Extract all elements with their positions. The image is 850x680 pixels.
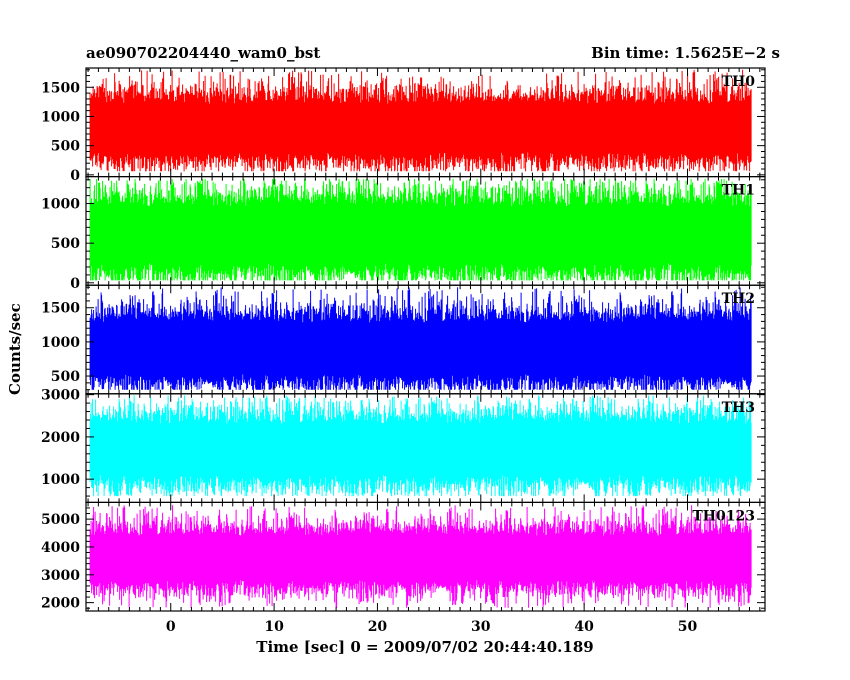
series-label-th2: TH2 [722, 291, 755, 307]
panel-th2: 500 1000 1500 TH2 [41, 284, 766, 395]
series-th0123-line [89, 505, 752, 608]
panel-th1: 0 500 1000 TH1 [41, 176, 766, 292]
y-tick-label: 500 [51, 369, 80, 385]
x-tick-label: 10 [264, 619, 284, 635]
y-tick-label: 1500 [41, 301, 80, 317]
x-tick-label: 0 [166, 619, 176, 635]
x-tick-label: 50 [678, 619, 698, 635]
y-tick-label: 1000 [41, 197, 80, 213]
x-tick-label: 20 [368, 619, 388, 635]
series-th1-line [89, 179, 752, 281]
y-tick-label: 1000 [41, 109, 80, 125]
y-tick-label: 0 [70, 276, 80, 292]
y-tick-label: 1000 [41, 335, 80, 351]
y-tick-label: 4000 [41, 540, 80, 556]
y-tick-label: 0 [70, 168, 80, 184]
chart-title: ae090702204440_wam0_bst [86, 44, 321, 62]
x-tick-label: 30 [471, 619, 491, 635]
y-tick-label: 3000 [41, 568, 80, 584]
x-axis-label: Time [sec] 0 = 2009/07/02 20:44:40.189 [256, 638, 594, 656]
series-th2-line [89, 287, 752, 390]
series-label-th0: TH0 [722, 74, 756, 90]
panel-frame [85, 501, 766, 612]
y-tick-label: 500 [51, 139, 80, 155]
y-tick-label: 2000 [41, 430, 80, 446]
panel-th3: 1000 2000 3000 TH3 [41, 388, 766, 503]
y-tick-label: 2000 [41, 596, 80, 612]
y-tick-label: 3000 [41, 388, 80, 404]
y-tick-label: 1000 [41, 472, 80, 488]
series-label-th3: TH3 [722, 400, 755, 416]
y-tick-label: 500 [51, 236, 80, 252]
x-tick-label: 40 [574, 619, 594, 635]
panel-th0: 0 500 1000 1500 TH0 [41, 67, 766, 184]
series-th3-line [89, 395, 752, 497]
y-axis-label: Counts/sec [6, 303, 24, 395]
y-tick-label: 1500 [41, 80, 80, 96]
panel-th0123: 2000 3000 4000 5000 TH0123 [41, 501, 766, 612]
chart-subtitle: Bin time: 1.5625E−2 s [591, 44, 780, 62]
series-th0-line [89, 69, 752, 172]
y-tick-label: 5000 [41, 512, 80, 528]
series-label-th1: TH1 [722, 183, 755, 199]
series-label-th0123: TH0123 [692, 508, 755, 524]
